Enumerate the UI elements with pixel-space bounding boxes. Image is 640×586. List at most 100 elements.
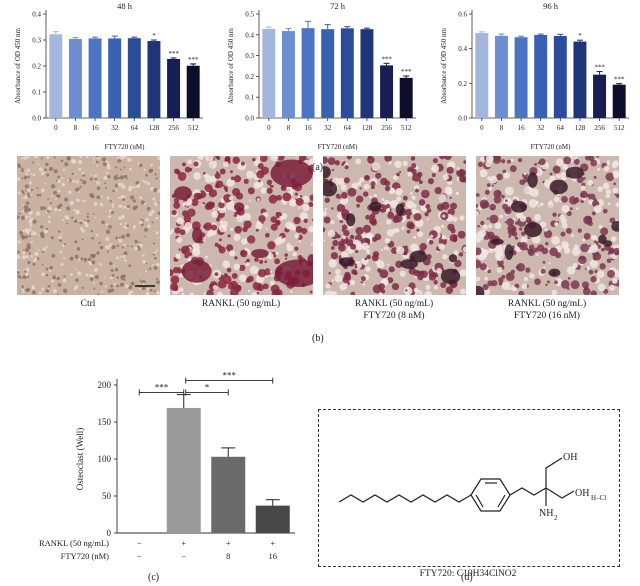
y-tick-label: 0.0 [458, 115, 467, 123]
bar [262, 28, 276, 119]
x-tick-label: 0 [54, 124, 58, 132]
bar [593, 74, 607, 118]
y-tick-label: 0.2 [458, 80, 467, 88]
amine-label: NH [539, 508, 553, 519]
quaternary-carbon-branch-up [545, 457, 563, 488]
micrograph-caption: RANKL (50 ng/mL) [161, 298, 321, 310]
x-tick-label: 256 [381, 124, 392, 132]
x-tick-label: 256 [168, 124, 179, 132]
bar [475, 33, 489, 118]
x-tick-label: 64 [344, 124, 352, 132]
significance-mark: *** [168, 50, 179, 58]
bar [147, 41, 161, 118]
x-tick-label: 128 [575, 124, 586, 132]
y-tick-label: 0.4 [458, 45, 467, 53]
panel-label-b: (b) [312, 333, 324, 344]
x-tick-label: 16 [518, 124, 526, 132]
y-tick-label: 0.6 [458, 11, 467, 19]
y-tick-label: 50 [102, 491, 112, 501]
y-tick-label: 0.1 [32, 89, 41, 97]
significance-label: * [205, 382, 210, 392]
micrograph-caption: Ctrl [8, 298, 168, 310]
x-tick-label: 128 [362, 124, 373, 132]
molecular-formula: FTY720: C19H34ClNO2 [419, 569, 517, 579]
chart-title: 72 h [330, 1, 346, 11]
bar [573, 41, 587, 119]
bar [68, 38, 82, 118]
significance-mark: *** [381, 55, 392, 63]
bar [301, 28, 315, 119]
hcl-label: H–Cl [591, 494, 606, 502]
x-tick-label: 128 [149, 124, 160, 132]
x-tick-label: 8 [74, 124, 78, 132]
x-tick-label: 256 [594, 124, 605, 132]
condition-value: − [137, 538, 142, 548]
bar [534, 34, 548, 119]
benzene-inner-bond-3 [475, 494, 484, 508]
viability-chart-48h: 48 h 0.0 0.1 0.2 0.3 0.4 Absorbance of OD 450 … [14, 1, 203, 150]
condition-row-label: RANKL (50 ng/mL) [39, 538, 109, 548]
x-tick-label: 32 [324, 124, 332, 132]
x-tick-label: 512 [188, 124, 199, 132]
y-tick-label: 200 [98, 380, 112, 390]
condition-value: + [270, 538, 275, 548]
x-tick-label: 32 [111, 124, 119, 132]
condition-value: 8 [226, 551, 230, 561]
y-tick-label: 0.4 [245, 31, 254, 39]
x-tick-label: 64 [557, 124, 565, 132]
viability-chart-72h: 72 h 0.0 0.1 0.2 0.3 0.4 0.5 Absorbance of OD 4… [227, 1, 416, 150]
alkyl-chain [338, 494, 472, 503]
bar [186, 65, 200, 118]
x-tick-label: 16 [305, 124, 313, 132]
significance-mark: *** [614, 76, 625, 84]
micrograph [17, 156, 160, 295]
x-tick-label: 0 [480, 124, 484, 132]
significance-mark: *** [188, 56, 199, 64]
condition-row-label: FTY720 (nM) [61, 551, 110, 561]
y-tick-label: 100 [98, 454, 112, 464]
bar [321, 29, 335, 119]
bar [166, 407, 201, 533]
bar [167, 58, 181, 118]
x-tick-label: 32 [537, 124, 545, 132]
x-axis-label: FTY720 (nM) [531, 143, 572, 150]
bar [340, 28, 354, 119]
chart-title: 96 h [543, 1, 559, 11]
y-tick-label: 0.0 [32, 115, 41, 123]
y-tick-label: 0.1 [245, 94, 254, 102]
panel-label-c: (c) [148, 572, 160, 583]
significance-mark: * [578, 32, 582, 40]
bar [127, 38, 141, 118]
y-axis-label: Osteoclast (Well) [75, 428, 85, 491]
x-tick-label: 512 [401, 124, 412, 132]
y-axis-label: Absorbance of OD 450 nm [14, 28, 22, 104]
significance-label: *** [155, 382, 169, 392]
micrograph [476, 156, 619, 295]
benzene-inner-bond-2 [497, 494, 506, 508]
condition-value: − [181, 551, 186, 561]
condition-value: + [226, 538, 231, 548]
molecule-box: OH OH H–Cl NH 2 [318, 409, 620, 567]
x-axis-label: FTY720 (nM) [318, 143, 359, 150]
y-tick-label: 0.3 [245, 52, 254, 60]
caption-line: FTY720 (16 nM) [514, 311, 580, 321]
bar [360, 29, 374, 119]
bar [399, 77, 413, 118]
hydroxyl-label-top: OH [563, 452, 577, 463]
bar [255, 505, 290, 533]
significance-label: *** [223, 371, 237, 381]
panel-label-a: (a) [312, 162, 324, 173]
y-tick-label: 0.3 [32, 37, 41, 45]
chart-title: 48 h [117, 1, 133, 11]
significance-mark: * [152, 32, 156, 40]
micrograph-caption: RANKL (50 ng/mL) FTY720 (16 nM) [467, 298, 627, 322]
condition-value: 16 [269, 551, 278, 561]
bar [49, 34, 63, 118]
bar [553, 36, 567, 118]
y-axis-label: Absorbance of OD 450 nm [440, 28, 448, 104]
bar [612, 84, 626, 118]
viability-chart-96h: 96 h 0.0 0.2 0.4 0.6 Absorbance of OD 450 nm 0… [440, 1, 629, 150]
ethyl-linker [509, 487, 547, 496]
y-axis-label: Absorbance of OD 450 nm [227, 28, 235, 104]
